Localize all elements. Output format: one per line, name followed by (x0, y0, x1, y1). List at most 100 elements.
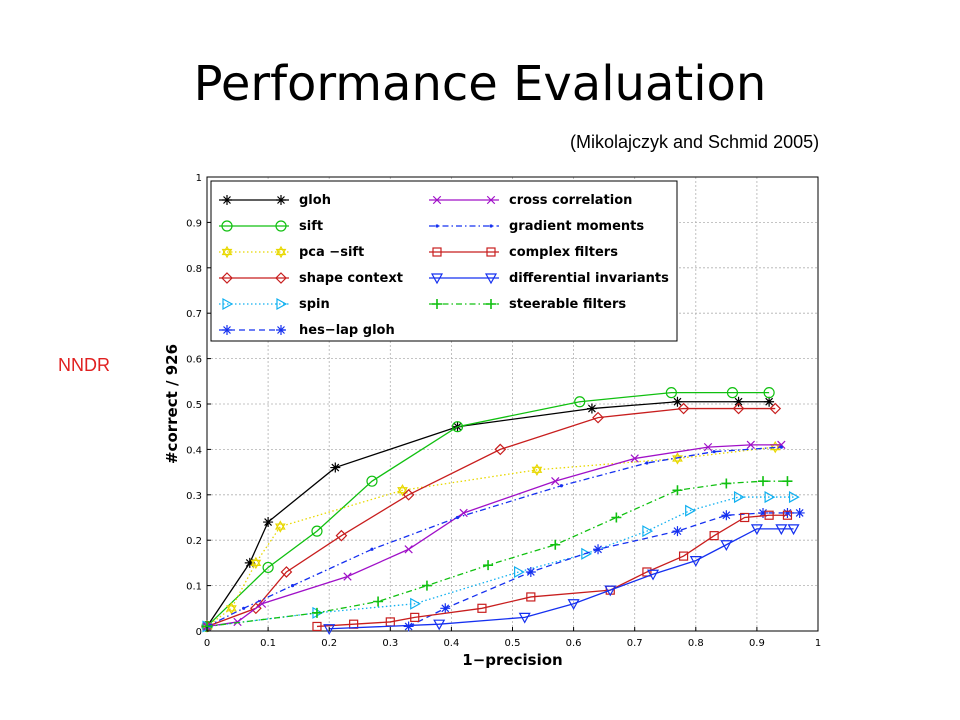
marker-point (526, 592, 536, 602)
legend-item: pca −sift (219, 245, 364, 260)
marker-point (221, 272, 233, 284)
marker-point (581, 547, 593, 560)
legend-label: differential invariants (509, 271, 669, 286)
marker-point (370, 547, 374, 551)
y-tick-label: 0.9 (186, 218, 202, 229)
legend-item: complex filters (429, 245, 618, 260)
marker-point (764, 510, 774, 520)
series-line (206, 391, 770, 627)
marker-point (733, 396, 744, 407)
legend-label: sift (299, 219, 323, 234)
x-tick-label: 0.5 (505, 638, 521, 649)
marker-point (275, 272, 287, 284)
marker-point (782, 476, 793, 487)
series-line (329, 528, 794, 630)
marker-point (593, 544, 604, 555)
marker-point (402, 488, 415, 501)
marker-point (455, 515, 460, 520)
marker-point (787, 524, 800, 536)
marker-point (733, 491, 745, 504)
marker-point (630, 454, 639, 463)
marker-point (433, 619, 446, 631)
legend-label: gloh (299, 193, 331, 208)
marker-point (432, 195, 442, 205)
legend-label: steerable filters (509, 297, 626, 312)
x-tick-label: 1 (815, 638, 821, 649)
marker-point (779, 445, 783, 449)
marker-point (312, 621, 322, 632)
legend-item: gloh (219, 193, 331, 208)
marker-point (494, 443, 507, 456)
marker-point (685, 504, 696, 517)
marker-point (330, 462, 341, 473)
marker-point (483, 560, 494, 571)
marker-point (222, 195, 232, 205)
marker-point (712, 450, 716, 454)
marker-point (477, 603, 487, 613)
series-line (206, 480, 788, 628)
legend-label: shape context (299, 271, 403, 286)
marker-point (559, 484, 563, 488)
marker-point (250, 556, 262, 567)
series-pca-sift (201, 440, 781, 633)
x-tick-label: 0.9 (749, 638, 765, 649)
y-tick-label: 0.7 (186, 309, 202, 320)
marker-point (732, 402, 745, 415)
y-tick-label: 0.5 (186, 400, 202, 411)
marker-point (222, 325, 232, 335)
series-cross-correlation (202, 440, 786, 631)
marker-point (244, 557, 255, 568)
marker-point (459, 508, 468, 518)
marker-point (720, 540, 733, 551)
series-sift (201, 387, 775, 633)
marker-point (274, 520, 286, 530)
marker-point (275, 220, 287, 232)
marker-point (611, 512, 622, 523)
marker-point (276, 297, 288, 311)
marker-point (221, 245, 233, 256)
series-differential-invariants (323, 524, 800, 635)
legend-item: hes−lap gloh (219, 323, 395, 338)
series-line (206, 446, 782, 628)
marker-point (484, 273, 498, 285)
legend-item: gradient moments (429, 219, 644, 234)
marker-point (550, 539, 561, 550)
marker-point (276, 195, 286, 205)
marker-point (586, 403, 597, 414)
slide-title: Performance Evaluation (193, 56, 767, 112)
y-tick-label: 0.6 (186, 355, 202, 366)
y-tick-label: 0 (196, 627, 202, 638)
marker-point (709, 531, 719, 541)
marker-point (763, 387, 775, 399)
legend-box (210, 180, 678, 342)
marker-point (440, 603, 451, 614)
marker-point (672, 396, 683, 407)
marker-point (311, 525, 323, 537)
series-line (206, 401, 770, 627)
marker-point (262, 561, 274, 574)
marker-point (514, 565, 525, 578)
marker-point (721, 478, 732, 489)
marker-point (604, 585, 617, 597)
marker-point (311, 607, 322, 618)
marker-point (226, 605, 237, 615)
marker-point (750, 524, 763, 536)
series-complex-filters (312, 510, 793, 632)
x-axis-label: 1−precision (462, 651, 562, 669)
marker-point (525, 566, 536, 577)
citation: (Mikolajczyk and Schmid 2005) (570, 132, 820, 152)
marker-point (672, 526, 683, 537)
legend-label: cross correlation (509, 193, 632, 208)
marker-point (275, 248, 287, 259)
marker-point (726, 387, 739, 399)
y-axis-label: #correct / 926 (163, 344, 181, 464)
marker-point (430, 273, 444, 285)
marker-point (290, 584, 295, 588)
series-line (206, 446, 776, 627)
x-tick-label: 0.2 (321, 638, 337, 649)
marker-point (366, 475, 378, 487)
marker-point (421, 580, 432, 591)
marker-point (397, 487, 408, 497)
marker-point (373, 596, 384, 607)
